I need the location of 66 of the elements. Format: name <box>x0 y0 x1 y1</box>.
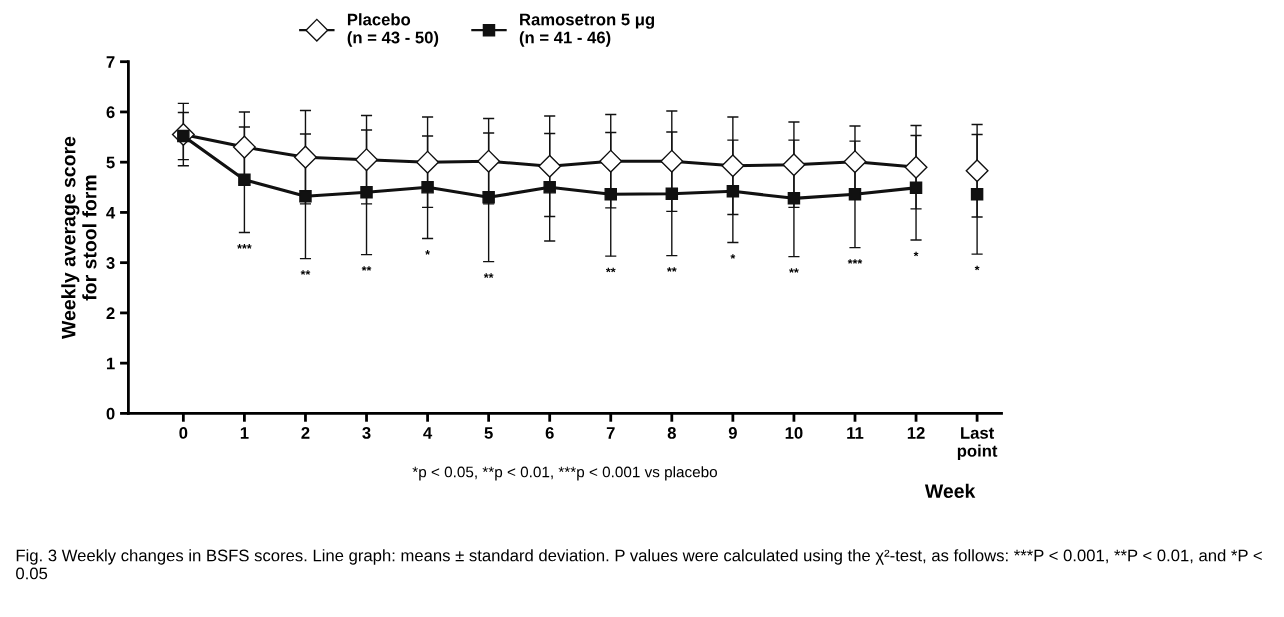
point <box>726 185 740 198</box>
annotation: * <box>913 251 919 257</box>
point <box>665 187 679 201</box>
point <box>848 188 862 201</box>
point <box>787 192 801 205</box>
x-tick-label: 2 <box>301 427 310 439</box>
y-tick-label: 6 <box>106 106 115 119</box>
annotation: * <box>974 265 980 271</box>
legend-label: Ramosetron 5 μg (n = 41 - 46) <box>519 13 655 47</box>
caption: Fig. 3 Weekly changes in BSFS scores. Line graph: means ± standard deviation. P values were calculated using the χ²-test, as follows: ***P < 0.001, **P < 0.01, and *P < 0.05 <box>16 549 1262 580</box>
annotation: ** <box>361 266 372 271</box>
point <box>355 148 379 172</box>
x-tick-label: 8 <box>667 427 676 439</box>
x-tick-label: 5 <box>484 427 493 439</box>
point <box>543 181 556 194</box>
x-tick-label: 6 <box>545 427 554 439</box>
point <box>477 149 501 173</box>
annotation: ** <box>605 267 616 273</box>
y-tick-label: 4 <box>106 207 116 219</box>
point <box>965 159 989 183</box>
point <box>293 145 317 169</box>
point <box>232 135 256 159</box>
legend-label: Placebo (n = 43 - 50) <box>347 13 439 47</box>
annotation: *** <box>237 244 252 249</box>
x-tick-label: Last point <box>957 427 998 461</box>
x-tick-label: 9 <box>728 427 737 439</box>
y-axis-title: Weekly average score for stool form <box>61 136 97 339</box>
point <box>904 155 928 179</box>
y-tick-label: 5 <box>106 156 115 169</box>
point <box>416 150 440 174</box>
x-tick-label: 3 <box>362 427 371 439</box>
text: *p < 0.05, **p < 0.01, ***p < 0.001 vs placebo <box>412 466 718 481</box>
y-tick-label: 2 <box>106 307 115 319</box>
y-tick-label: 0 <box>106 407 115 420</box>
point <box>970 188 984 201</box>
point <box>238 173 251 187</box>
point <box>721 154 745 178</box>
point <box>909 181 923 195</box>
point <box>660 149 684 173</box>
point <box>482 191 495 204</box>
x-tick-label: 7 <box>606 427 615 439</box>
y-tick-label: 7 <box>106 56 115 68</box>
annotation: * <box>425 250 430 255</box>
x-tick-label: 0 <box>179 427 188 439</box>
y-tick-label: 1 <box>106 357 115 370</box>
annotation: ** <box>483 273 494 278</box>
point <box>599 149 623 173</box>
annotation: * <box>730 254 736 259</box>
annotation: ** <box>666 267 677 272</box>
annotation: ** <box>300 270 311 275</box>
point <box>538 154 562 178</box>
point <box>843 150 867 174</box>
point <box>299 190 312 203</box>
x-tick-label: 12 <box>907 427 925 439</box>
x-tick-label: 10 <box>785 427 803 439</box>
point <box>421 181 434 194</box>
point <box>360 186 373 199</box>
annotation: ** <box>789 268 799 273</box>
x-axis-title: Week <box>924 483 976 499</box>
point <box>604 188 618 201</box>
annotation: *** <box>847 259 863 264</box>
point <box>782 153 806 177</box>
x-tick-label: 11 <box>847 427 864 439</box>
x-tick-label: 4 <box>423 427 433 439</box>
x-tick-label: 1 <box>240 427 249 439</box>
y-tick-label: 3 <box>106 257 115 269</box>
